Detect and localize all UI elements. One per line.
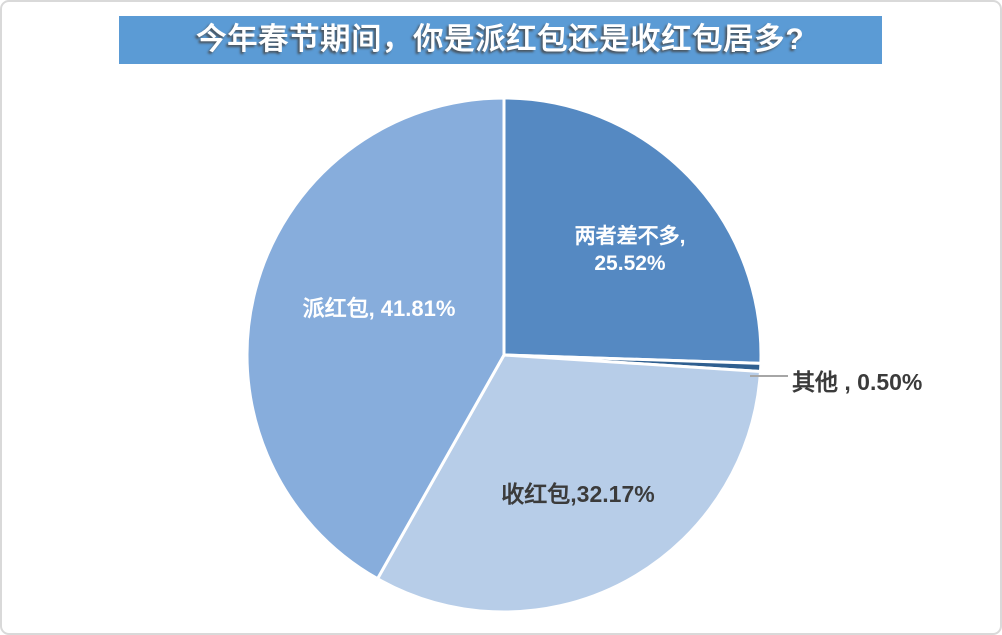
pie-slice-shou-hongbao[interactable] [376, 353, 762, 614]
pie-slice-pai-hongbao[interactable] [245, 96, 506, 581]
chart-title: 今年春节期间，你是派红包还是收红包居多? [119, 16, 882, 64]
pie-slice-liangzhe-chabuduo[interactable] [502, 96, 763, 365]
